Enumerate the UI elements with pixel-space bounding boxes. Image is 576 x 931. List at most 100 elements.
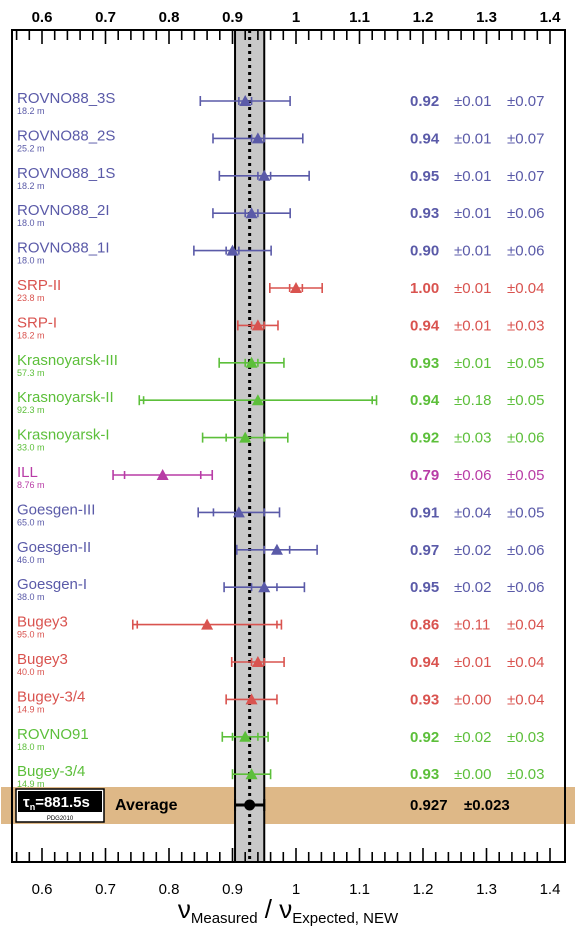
experiment-syst-error: ±0.04 xyxy=(507,280,544,297)
top-tick-label: 0.8 xyxy=(159,9,180,26)
data-point-marker xyxy=(251,319,264,331)
experiment-stat-error: ±0.01 xyxy=(454,205,491,222)
experiment-name: ROVNO88_2S xyxy=(17,127,115,144)
experiment-stat-error: ±0.01 xyxy=(454,355,491,372)
experiment-stat-error: ±0.00 xyxy=(454,766,491,783)
experiment-distance: 18.0 m xyxy=(17,256,45,266)
experiment-stat-error: ±0.06 xyxy=(454,467,491,484)
experiment-syst-error: ±0.04 xyxy=(507,691,544,708)
experiment-name: Krasnoyarsk-II xyxy=(17,389,114,406)
experiment-value: 0.93 xyxy=(410,766,439,783)
experiment-syst-error: ±0.06 xyxy=(507,430,544,447)
experiment-stat-error: ±0.01 xyxy=(454,317,491,334)
experiment-syst-error: ±0.05 xyxy=(507,504,544,521)
experiment-name: ROVNO88_1I xyxy=(17,240,110,257)
experiment-name: Krasnoyarsk-III xyxy=(17,352,118,369)
experiment-distance: 14.9 m xyxy=(17,704,45,714)
data-point-marker xyxy=(258,581,271,593)
experiment-distance: 33.0 m xyxy=(17,443,45,453)
experiment-value: 0.92 xyxy=(410,729,439,746)
experiment-stat-error: ±0.02 xyxy=(454,579,491,596)
experiment-distance: 18.2 m xyxy=(17,181,45,191)
experiment-distance: 38.0 m xyxy=(17,592,45,602)
bottom-tick-label: 1.1 xyxy=(349,881,370,898)
experiment-syst-error: ±0.05 xyxy=(507,355,544,372)
data-point-marker xyxy=(156,469,169,480)
data-point-marker xyxy=(201,618,214,630)
experiment-syst-error: ±0.06 xyxy=(507,205,544,222)
experiment-distance: 92.3 m xyxy=(17,405,45,415)
experiment-name: Krasnoyarsk-I xyxy=(17,427,110,444)
experiment-syst-error: ±0.07 xyxy=(507,168,544,185)
data-point-marker xyxy=(245,207,258,219)
badge-dark-area xyxy=(18,791,102,812)
bottom-tick-label: 0.6 xyxy=(32,881,53,898)
top-tick-label: 1.3 xyxy=(476,9,497,26)
data-point-marker xyxy=(226,244,239,256)
top-tick-label: 1.2 xyxy=(413,9,434,26)
experiment-stat-error: ±0.01 xyxy=(454,130,491,147)
bottom-tick-label: 1.2 xyxy=(413,881,434,898)
average-value: 0.927 xyxy=(410,797,448,814)
bottom-tick-label: 1.4 xyxy=(540,881,561,898)
experiment-stat-error: ±0.18 xyxy=(454,392,491,409)
experiment-name: SRP-I xyxy=(17,314,57,331)
experiment-distance: 46.0 m xyxy=(17,555,45,565)
experiment-value: 0.95 xyxy=(410,168,439,185)
experiment-syst-error: ±0.06 xyxy=(507,579,544,596)
experiment-value: 0.97 xyxy=(410,542,439,559)
experiment-value: 0.95 xyxy=(410,579,439,596)
data-point-marker xyxy=(270,543,283,555)
experiment-distance: 18.0 m xyxy=(17,742,45,752)
experiment-stat-error: ±0.00 xyxy=(454,691,491,708)
experiment-name: Goesgen-III xyxy=(17,501,95,518)
experiment-stat-error: ±0.01 xyxy=(454,93,491,110)
experiment-syst-error: ±0.04 xyxy=(507,617,544,634)
experiment-value: 0.94 xyxy=(410,130,440,147)
data-point-marker xyxy=(251,132,264,144)
experiment-row: SRP-I18.2 m 0.94 ±0.01 ±0.03 xyxy=(17,314,544,340)
experiment-stat-error: ±0.11 xyxy=(454,617,490,634)
experiment-syst-error: ±0.04 xyxy=(507,654,544,671)
experiment-stat-error: ±0.02 xyxy=(454,729,491,746)
data-point-marker xyxy=(245,693,258,705)
experiment-name: ILL xyxy=(17,464,38,481)
bottom-tick-label: 0.8 xyxy=(159,881,180,898)
experiment-value: 0.91 xyxy=(410,504,439,521)
experiment-syst-error: ±0.03 xyxy=(507,729,544,746)
experiment-syst-error: ±0.05 xyxy=(507,467,544,484)
experiment-syst-error: ±0.06 xyxy=(507,542,544,559)
experiment-syst-error: ±0.07 xyxy=(507,130,544,147)
badge-lifetime-text: τn=881.5s xyxy=(23,794,90,812)
experiment-stat-error: ±0.01 xyxy=(454,280,491,297)
experiment-value: 0.94 xyxy=(410,317,440,334)
data-point-marker xyxy=(251,656,264,667)
experiment-syst-error: ±0.06 xyxy=(507,243,544,260)
experiment-syst-error: ±0.03 xyxy=(507,317,544,334)
experiment-distance: 23.8 m xyxy=(17,293,45,303)
experiment-value: 0.94 xyxy=(410,392,440,409)
data-point-marker xyxy=(239,95,252,106)
experiment-distance: 18.0 m xyxy=(17,218,45,228)
lifetime-badge: τn=881.5s PDG2010 xyxy=(15,788,105,823)
x-axis-label: νMeasured / νExpected, NEW xyxy=(178,894,399,927)
experiment-name: Goesgen-I xyxy=(17,576,87,593)
data-point-marker xyxy=(245,768,258,780)
data-point-marker xyxy=(245,356,258,368)
experiment-name: Goesgen-II xyxy=(17,539,91,556)
experiment-row: Krasnoyarsk-I33.0 m 0.92 ±0.03 ±0.06 xyxy=(17,427,544,453)
data-point-marker xyxy=(258,169,271,181)
experiment-distance: 65.0 m xyxy=(17,517,45,527)
experiment-name: ROVNO88_2I xyxy=(17,202,110,219)
experiment-distance: 14.9 m xyxy=(17,779,45,789)
data-point-marker xyxy=(232,506,245,518)
experiment-name: SRP-II xyxy=(17,277,61,294)
